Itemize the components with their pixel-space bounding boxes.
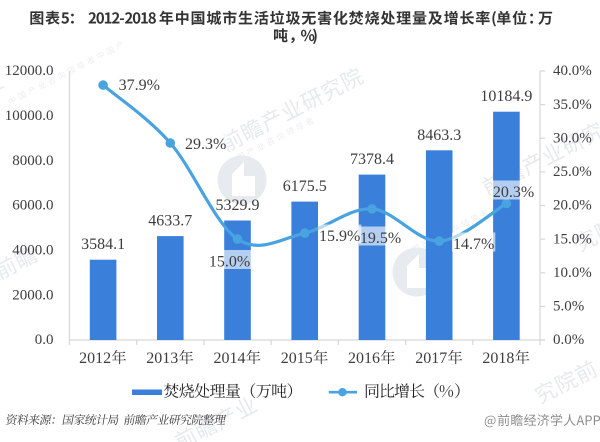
svg-text:3584.1: 3584.1 <box>81 236 125 253</box>
svg-text:5.0%: 5.0% <box>553 299 584 315</box>
svg-text:4633.7: 4633.7 <box>148 213 192 230</box>
svg-text:2015: 2015 <box>281 350 313 367</box>
svg-text:25.0%: 25.0% <box>553 164 592 180</box>
svg-text:2012: 2012 <box>79 350 111 367</box>
svg-text:2018: 2018 <box>482 350 514 367</box>
svg-text:15.9%: 15.9% <box>319 228 360 245</box>
svg-text:8463.3: 8463.3 <box>417 127 461 144</box>
svg-text:2016: 2016 <box>348 350 380 367</box>
svg-text:35.0%: 35.0% <box>553 97 592 113</box>
svg-text:10000.0: 10000.0 <box>5 108 54 124</box>
svg-text:15.0%: 15.0% <box>553 231 592 247</box>
svg-text:2013: 2013 <box>146 350 178 367</box>
svg-text:2017: 2017 <box>415 350 447 367</box>
svg-text:0.0%: 0.0% <box>553 332 584 348</box>
svg-text:29.3%: 29.3% <box>185 136 226 153</box>
svg-text:15.0%: 15.0% <box>209 254 250 271</box>
svg-text:30.0%: 30.0% <box>553 130 592 146</box>
svg-text:8000.0: 8000.0 <box>12 153 53 169</box>
svg-text:2000.0: 2000.0 <box>12 287 53 303</box>
svg-text:0.0: 0.0 <box>35 332 54 348</box>
svg-text:4000.0: 4000.0 <box>12 243 53 259</box>
svg-text:2014: 2014 <box>214 350 246 367</box>
svg-text:6175.5: 6175.5 <box>283 178 327 195</box>
svg-text:10.0%: 10.0% <box>553 265 592 281</box>
svg-text:6000.0: 6000.0 <box>12 198 53 214</box>
svg-text:14.7%: 14.7% <box>453 236 494 253</box>
svg-text:19.5%: 19.5% <box>360 230 401 247</box>
svg-text:7378.4: 7378.4 <box>350 151 394 168</box>
svg-text:20.3%: 20.3% <box>493 184 534 201</box>
svg-text:40.0%: 40.0% <box>553 63 592 79</box>
svg-text:12000.0: 12000.0 <box>5 63 54 79</box>
svg-text:5329.9: 5329.9 <box>216 197 260 214</box>
svg-text:10184.9: 10184.9 <box>480 88 532 105</box>
svg-text:20.0%: 20.0% <box>553 198 592 214</box>
svg-text:37.9%: 37.9% <box>119 77 160 94</box>
